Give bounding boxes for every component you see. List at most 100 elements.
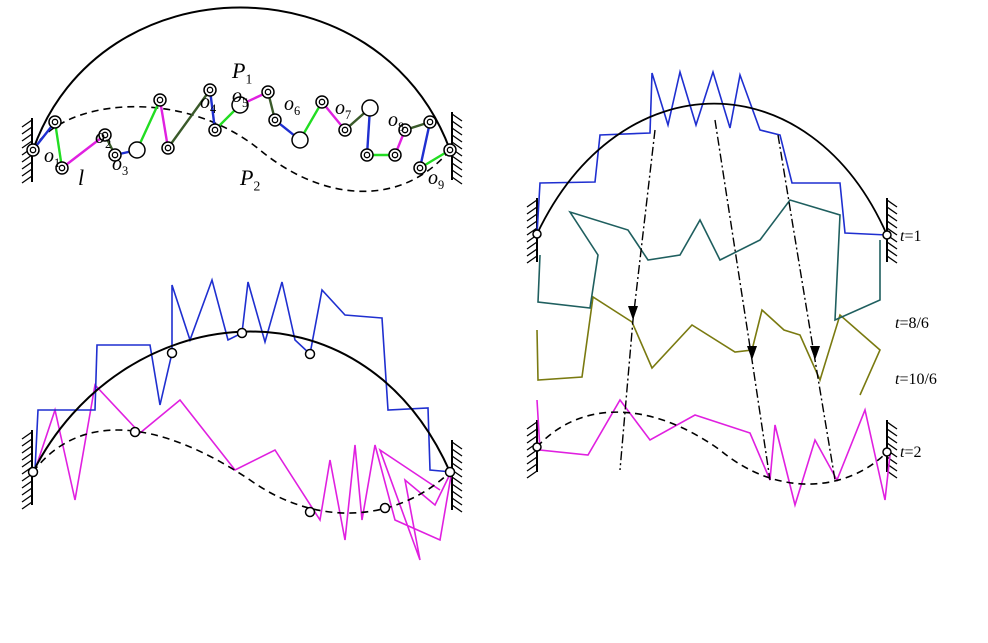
joint (883, 231, 891, 239)
label-main: o (335, 97, 345, 119)
time-label: t=2 (900, 444, 921, 461)
joint (414, 162, 426, 174)
wall-hatch (887, 249, 897, 256)
time-value: =10/6 (899, 371, 936, 388)
joint (389, 149, 401, 161)
wall-hatch (452, 484, 462, 491)
wall-hatch (887, 422, 897, 429)
trajectory (715, 120, 770, 480)
label-main: o (200, 91, 210, 113)
wall-hatch (887, 429, 897, 436)
label-sub: 4 (210, 102, 216, 116)
trajectory-arrow (628, 306, 638, 320)
wall-hatch (527, 429, 537, 436)
joint (444, 144, 456, 156)
wall-hatch (452, 456, 462, 463)
joint (361, 149, 373, 161)
joint (168, 349, 177, 358)
wall-hatch (22, 481, 32, 488)
wall-hatch (452, 135, 462, 142)
label: o5 (232, 85, 248, 110)
joint (238, 329, 247, 338)
joint (533, 443, 541, 451)
label: o7 (335, 97, 351, 122)
wall-hatch (452, 170, 462, 177)
label-sub: 6 (294, 104, 300, 118)
joint (424, 116, 436, 128)
wall-hatch (452, 156, 462, 163)
label: o3 (112, 153, 128, 178)
wall-hatch (22, 502, 32, 509)
label-sub: 9 (438, 178, 444, 192)
label-main: P (231, 58, 245, 83)
link-label: l (78, 165, 84, 190)
trajectory-arrow (747, 346, 757, 360)
link (420, 122, 430, 168)
joint (209, 124, 221, 136)
trajectory (778, 135, 835, 480)
label: P1 (231, 58, 252, 87)
time-value: =2 (904, 444, 921, 461)
wall-hatch (527, 256, 537, 263)
mechanism-t8-6 (538, 200, 880, 320)
trajectory-arrow (810, 346, 820, 360)
label-main: o (428, 167, 438, 189)
label: o8 (388, 109, 404, 134)
joint (29, 468, 38, 477)
wall-hatch (527, 457, 537, 464)
wall-hatch (22, 176, 32, 183)
wall-hatch (22, 169, 32, 176)
label: o9 (428, 167, 444, 192)
joint (316, 96, 328, 108)
wall-hatch (527, 214, 537, 221)
label: o1 (44, 145, 60, 170)
joint (129, 142, 145, 158)
trajectory (620, 130, 655, 470)
joint (49, 116, 61, 128)
wall-hatch (22, 460, 32, 467)
wall-hatch (452, 442, 462, 449)
wall-hatch (452, 491, 462, 498)
wall-hatch (887, 207, 897, 214)
wall-hatch (452, 449, 462, 456)
label-sub: 1 (54, 156, 60, 170)
joint (533, 230, 541, 238)
joint (162, 142, 174, 154)
joint (339, 124, 351, 136)
wall-hatch (452, 477, 462, 484)
label: P2 (239, 165, 260, 194)
link (160, 100, 168, 148)
joint (131, 428, 140, 437)
label-main: o (388, 109, 398, 131)
wall-hatch (887, 221, 897, 228)
wall-hatch (22, 432, 32, 439)
wall-hatch (527, 436, 537, 443)
label-main: o (232, 85, 242, 107)
wall-hatch (22, 162, 32, 169)
wall-hatch (452, 128, 462, 135)
wall-hatch (452, 114, 462, 121)
joint (292, 132, 308, 148)
label-sub: 3 (122, 164, 128, 178)
wall-hatch (22, 127, 32, 134)
label-main: o (284, 93, 294, 115)
wall-hatch (452, 177, 462, 184)
wall-hatch (527, 200, 537, 207)
joint (306, 350, 315, 359)
joint (27, 144, 39, 156)
label-sub: 2 (253, 179, 260, 194)
wall-hatch (527, 422, 537, 429)
joint (306, 508, 315, 517)
wall-hatch (22, 120, 32, 127)
time-label: t=10/6 (895, 371, 937, 388)
label-sub: 2 (105, 137, 111, 151)
wall-hatch (887, 214, 897, 221)
label-sub: 8 (398, 120, 404, 134)
mechanism-t1 (537, 72, 887, 235)
joint (883, 448, 891, 456)
wall-hatch (22, 495, 32, 502)
wall-hatch (887, 200, 897, 207)
time-value: =8/6 (899, 315, 928, 332)
label-main: o (95, 126, 105, 148)
wall-hatch (887, 256, 897, 263)
